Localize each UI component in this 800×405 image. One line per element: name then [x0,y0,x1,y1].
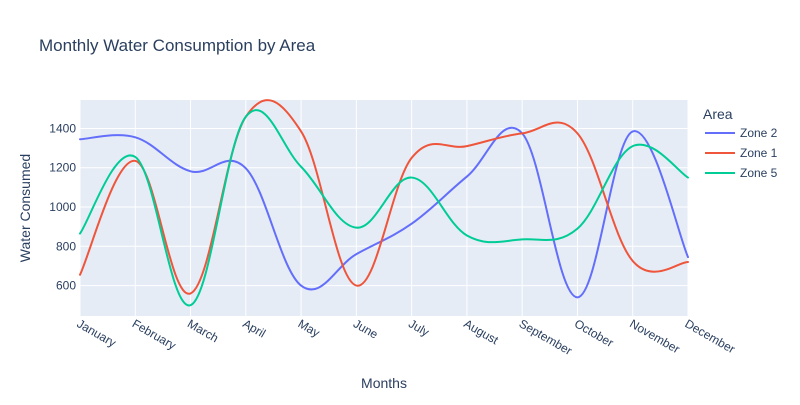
legend-item-zone-2[interactable]: Zone 2 [705,126,778,140]
y-axis-title: Water Consumed [17,154,33,262]
series-line-zone-2[interactable] [79,126,689,299]
legend-label: Zone 5 [740,166,778,180]
y-tick-label: 800 [56,239,76,253]
series-layer [79,99,689,307]
chart-title: Monthly Water Consumption by Area [39,36,316,55]
y-tick-label: 1200 [49,161,76,175]
y-tick-label: 600 [56,279,76,293]
legend-label: Zone 1 [740,146,778,160]
legend-title: Area [703,106,733,122]
series-line-zone-1[interactable] [79,99,689,295]
y-tick-label: 1000 [49,200,76,214]
y-axis-ticks: 600 800 1000 1200 1400 [49,121,76,292]
legend[interactable]: Area Zone 2 Zone 1 Zone 5 [703,106,778,180]
y-tick-label: 1400 [49,121,76,135]
series-line-zone-5[interactable] [79,109,689,307]
legend-items[interactable]: Zone 2 Zone 1 Zone 5 [705,126,778,180]
plot-area [80,100,688,316]
legend-label: Zone 2 [740,126,778,140]
x-axis-title: Months [361,375,407,391]
legend-item-zone-5[interactable]: Zone 5 [705,166,778,180]
legend-item-zone-1[interactable]: Zone 1 [705,146,778,160]
